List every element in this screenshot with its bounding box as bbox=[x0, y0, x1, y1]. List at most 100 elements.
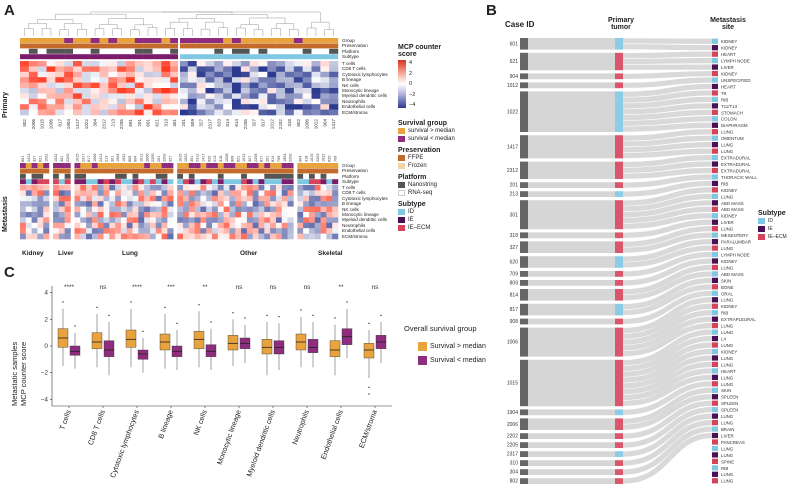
heatmap-cell bbox=[212, 217, 219, 224]
platform-annotation-cell bbox=[276, 48, 286, 54]
outlier-point bbox=[130, 301, 132, 303]
heatmap-cell bbox=[25, 195, 32, 202]
heatmap-cell bbox=[55, 61, 65, 67]
preservation-annotation-cell bbox=[138, 168, 145, 174]
heatmap-cell bbox=[303, 233, 310, 240]
preservation-annotation-cell bbox=[205, 43, 215, 49]
dendrogram-branch bbox=[218, 27, 228, 36]
legend-item: ID bbox=[398, 208, 455, 216]
heatmap-cell bbox=[46, 61, 56, 67]
preservation-annotation-cell bbox=[126, 168, 133, 174]
heatmap-cell bbox=[235, 212, 242, 218]
heatmap-cell bbox=[161, 222, 168, 229]
site-label: BRAIN bbox=[721, 427, 734, 432]
metastasis-case-id: 621 bbox=[39, 156, 43, 162]
site-node bbox=[712, 290, 718, 296]
preservation-annotation-cell bbox=[320, 168, 327, 174]
heatmap-cell bbox=[235, 233, 242, 240]
panel-b-letter: B bbox=[486, 2, 497, 19]
group-annotation-cell bbox=[326, 163, 333, 168]
heatmap-cell bbox=[287, 228, 294, 234]
case-id-label: 802 bbox=[510, 479, 519, 485]
heatmap-cell bbox=[308, 222, 316, 229]
group-annotation-cell bbox=[120, 163, 127, 168]
heatmap-cell bbox=[97, 195, 104, 202]
heatmap-cell bbox=[249, 71, 259, 78]
heatmap-cell bbox=[43, 228, 50, 234]
heatmap-cell bbox=[117, 82, 127, 89]
heatmap-cell bbox=[188, 206, 195, 213]
heatmap-cell bbox=[161, 88, 171, 94]
site-node bbox=[712, 232, 718, 238]
site-node bbox=[712, 335, 718, 342]
heatmap-cell bbox=[177, 233, 184, 240]
case-node bbox=[520, 327, 528, 357]
swatch bbox=[398, 190, 405, 196]
heatmap-cell bbox=[232, 77, 242, 83]
heatmap-cell bbox=[246, 190, 253, 197]
primary-to-site-flow bbox=[622, 142, 713, 153]
heatmap-cell bbox=[235, 217, 242, 224]
primary-to-site-flow bbox=[622, 83, 713, 97]
heatmap-cell bbox=[86, 195, 93, 202]
heatmap-cell bbox=[53, 233, 60, 240]
heatmap-cell bbox=[90, 82, 100, 89]
case-node bbox=[520, 469, 528, 475]
heatmap-cell bbox=[229, 217, 236, 224]
y-tick-label: 2 bbox=[44, 316, 48, 323]
heatmap-cell bbox=[81, 77, 91, 83]
group-annotation-cell bbox=[229, 163, 236, 168]
primary-tumor-node bbox=[615, 73, 623, 80]
platform-annotation-cell bbox=[320, 173, 327, 179]
site-node bbox=[712, 394, 718, 400]
site-node bbox=[712, 142, 718, 148]
site-node bbox=[712, 167, 718, 174]
preservation-annotation-cell bbox=[187, 43, 197, 49]
group-annotation-cell bbox=[161, 163, 168, 168]
heatmap-cell bbox=[214, 98, 224, 105]
site-node bbox=[712, 342, 718, 348]
group-annotation-cell bbox=[249, 38, 259, 43]
heatmap-cell bbox=[170, 61, 180, 67]
box bbox=[193, 331, 205, 349]
group-annotation-cell bbox=[177, 163, 184, 168]
heatmap-cell bbox=[320, 201, 327, 207]
metastasis-case-id: 709 bbox=[277, 156, 281, 162]
group-annotation-cell bbox=[170, 38, 180, 43]
heatmap-cell bbox=[246, 222, 253, 229]
preservation-annotation-cell bbox=[249, 43, 259, 49]
primary-tumor-node bbox=[615, 442, 623, 448]
heatmap-cell bbox=[214, 77, 224, 83]
heatmap-cell bbox=[297, 212, 304, 218]
group-annotation-cell bbox=[217, 163, 224, 168]
primary-to-site-flow bbox=[622, 51, 713, 59]
metastasis-case-id: 1015 bbox=[310, 154, 314, 162]
platform-annotation-cell bbox=[297, 173, 304, 179]
preservation-annotation-cell bbox=[46, 43, 56, 49]
legend-label: Survival > median bbox=[430, 342, 486, 350]
site-label: LUNG bbox=[721, 194, 734, 199]
heatmap-cell bbox=[97, 190, 104, 197]
site-label: KIDNEY bbox=[721, 46, 737, 51]
heatmap-cell bbox=[302, 66, 312, 73]
heatmap-cell bbox=[103, 201, 110, 207]
heatmap-cell bbox=[281, 228, 288, 234]
heatmap-cell bbox=[64, 233, 71, 240]
metastasis-annotation-row-labels: Group Preservation Platform Subtype bbox=[342, 163, 368, 185]
heatmap-cell bbox=[223, 104, 233, 110]
metastasis-case-id: 817 bbox=[260, 156, 264, 162]
heatmap-cell bbox=[161, 233, 168, 240]
legend-item: Survival > median bbox=[418, 341, 486, 351]
case-node bbox=[520, 135, 528, 159]
platform-annotation-cell bbox=[143, 48, 153, 54]
heatmap-cell bbox=[311, 104, 321, 110]
site-label: LUNG bbox=[721, 479, 734, 484]
site-label: LUNG bbox=[721, 472, 734, 477]
metastasis-case-id: 318 bbox=[219, 156, 223, 162]
metastasis-case-id: 1417 bbox=[202, 154, 206, 162]
heatmap-cell bbox=[161, 206, 168, 213]
heatmap-cell bbox=[28, 109, 38, 116]
subtype-annotation-cell bbox=[194, 179, 201, 185]
heatmap-cell bbox=[97, 201, 104, 207]
heatmap-cell bbox=[143, 71, 153, 78]
